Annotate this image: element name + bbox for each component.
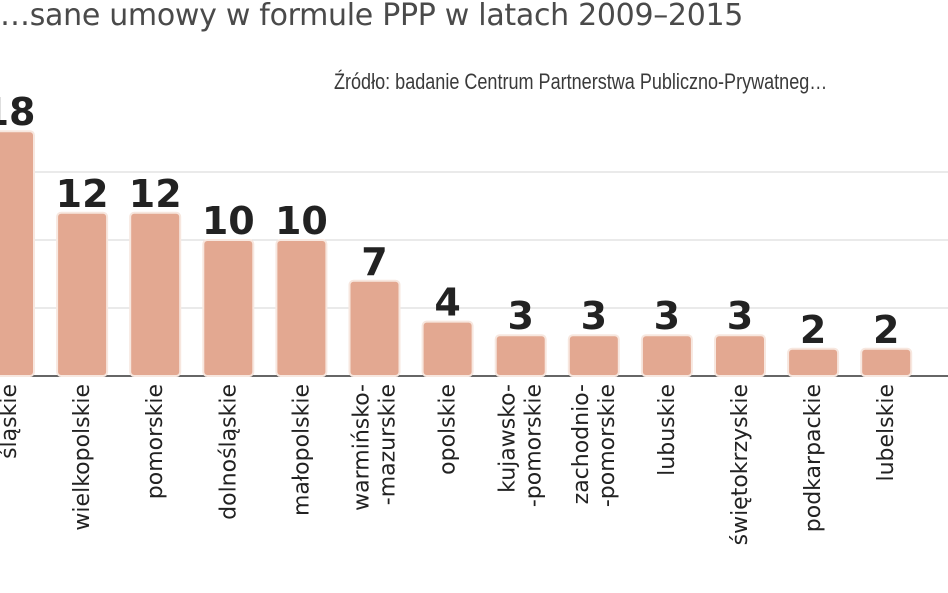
value-label: 2 [873, 308, 899, 352]
value-label: 10 [275, 199, 328, 243]
bar [421, 320, 474, 378]
value-label: 18 [0, 90, 35, 134]
category-labels: śląskie wielkopolskie pomorskie dolnośląski… [0, 384, 899, 545]
category-label: dolnośląskie [216, 384, 241, 520]
category-label: śląskie [0, 384, 22, 459]
value-label: 2 [800, 308, 826, 352]
bar [202, 239, 255, 377]
source-note: Źródło: badanie Centrum Partnerstwa Publ… [334, 69, 828, 94]
bar [129, 211, 182, 377]
category-label: lubelskie [874, 384, 899, 482]
category-label: podkarpackie [801, 384, 826, 532]
category-label: zachodnio--pomorskie [569, 384, 620, 507]
bar [640, 334, 693, 378]
category-label: opolskie [436, 384, 461, 475]
category-label: świętokrzyskie [728, 384, 753, 545]
bar [0, 130, 35, 377]
value-label: 3 [581, 294, 607, 338]
bar [860, 347, 913, 377]
category-label: wielkopolskie [70, 384, 95, 531]
bar [348, 279, 401, 377]
bar [275, 239, 328, 377]
bar [787, 347, 840, 377]
category-label: kujawsko--pomorskie [496, 384, 547, 507]
category-label: pomorskie [143, 384, 168, 499]
chart-title: …sane umowy w formule PPP w latach 2009–… [0, 0, 744, 33]
bar [494, 334, 547, 378]
category-label: małopolskie [289, 384, 314, 516]
bar [714, 334, 766, 378]
value-label: 4 [434, 281, 460, 325]
value-label: 3 [507, 294, 533, 338]
value-label: 10 [202, 199, 255, 243]
value-label: 12 [56, 172, 109, 216]
value-labels: 18 12 12 10 10 7 4 3 3 3 3 2 2 [0, 90, 899, 352]
bar [567, 334, 620, 378]
category-label: warmińsko--mazurskie [350, 384, 401, 511]
bars [0, 130, 913, 378]
category-label: lubuskie [655, 384, 680, 476]
bar [56, 211, 109, 377]
value-label: 3 [727, 294, 753, 338]
value-label: 3 [654, 294, 680, 338]
value-label: 12 [129, 172, 182, 216]
value-label: 7 [361, 240, 387, 284]
